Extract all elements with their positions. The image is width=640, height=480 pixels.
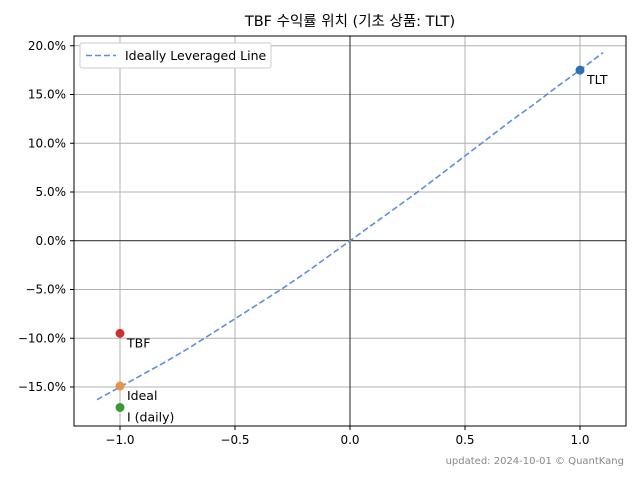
y-tick-label: −10.0% xyxy=(18,331,66,345)
x-tick-label: 0.0 xyxy=(340,433,359,447)
point-tlt xyxy=(575,65,585,75)
point-label-ideal: Ideal xyxy=(127,388,157,403)
y-tick-label: 0.0% xyxy=(36,234,67,248)
x-tick-label: 0.5 xyxy=(455,433,474,447)
point-i-daily xyxy=(115,402,125,412)
legend-entry: Ideally Leveraged Line xyxy=(125,48,267,63)
tick-labels: −1.0 −0.5 0.0 0.5 1.0 −15.0% −10.0% −5.0% 0.0% 5.… xyxy=(18,39,590,447)
y-tick-label: 10.0% xyxy=(28,136,66,150)
y-tick-label: 15.0% xyxy=(28,88,66,102)
y-tick-label: −15.0% xyxy=(18,380,66,394)
ideal-line xyxy=(96,51,604,401)
x-tick-label: −1.0 xyxy=(105,433,134,447)
y-tick-label: 5.0% xyxy=(36,185,67,199)
point-label-i-daily: I (daily) xyxy=(127,409,174,424)
ideal-line-layer xyxy=(96,51,604,401)
points-layer: TLT TBF Ideal I (daily) xyxy=(115,65,608,424)
point-tbf xyxy=(115,328,125,338)
point-label-tlt: TLT xyxy=(586,72,608,87)
y-tick-label: 20.0% xyxy=(28,39,66,53)
point-ideal xyxy=(115,381,125,391)
footer-credit: updated: 2024-10-01 © QuantKang xyxy=(446,456,624,467)
point-label-tbf: TBF xyxy=(126,335,150,350)
x-tick-label: −0.5 xyxy=(220,433,249,447)
chart-title: TBF 수익률 위치 (기초 상품: TLT) xyxy=(244,13,455,30)
legend-box xyxy=(79,42,272,69)
x-tick-label: 1.0 xyxy=(570,433,589,447)
legend: Ideally Leveraged Line xyxy=(79,42,272,69)
y-tick-label: −5.0% xyxy=(25,283,66,297)
